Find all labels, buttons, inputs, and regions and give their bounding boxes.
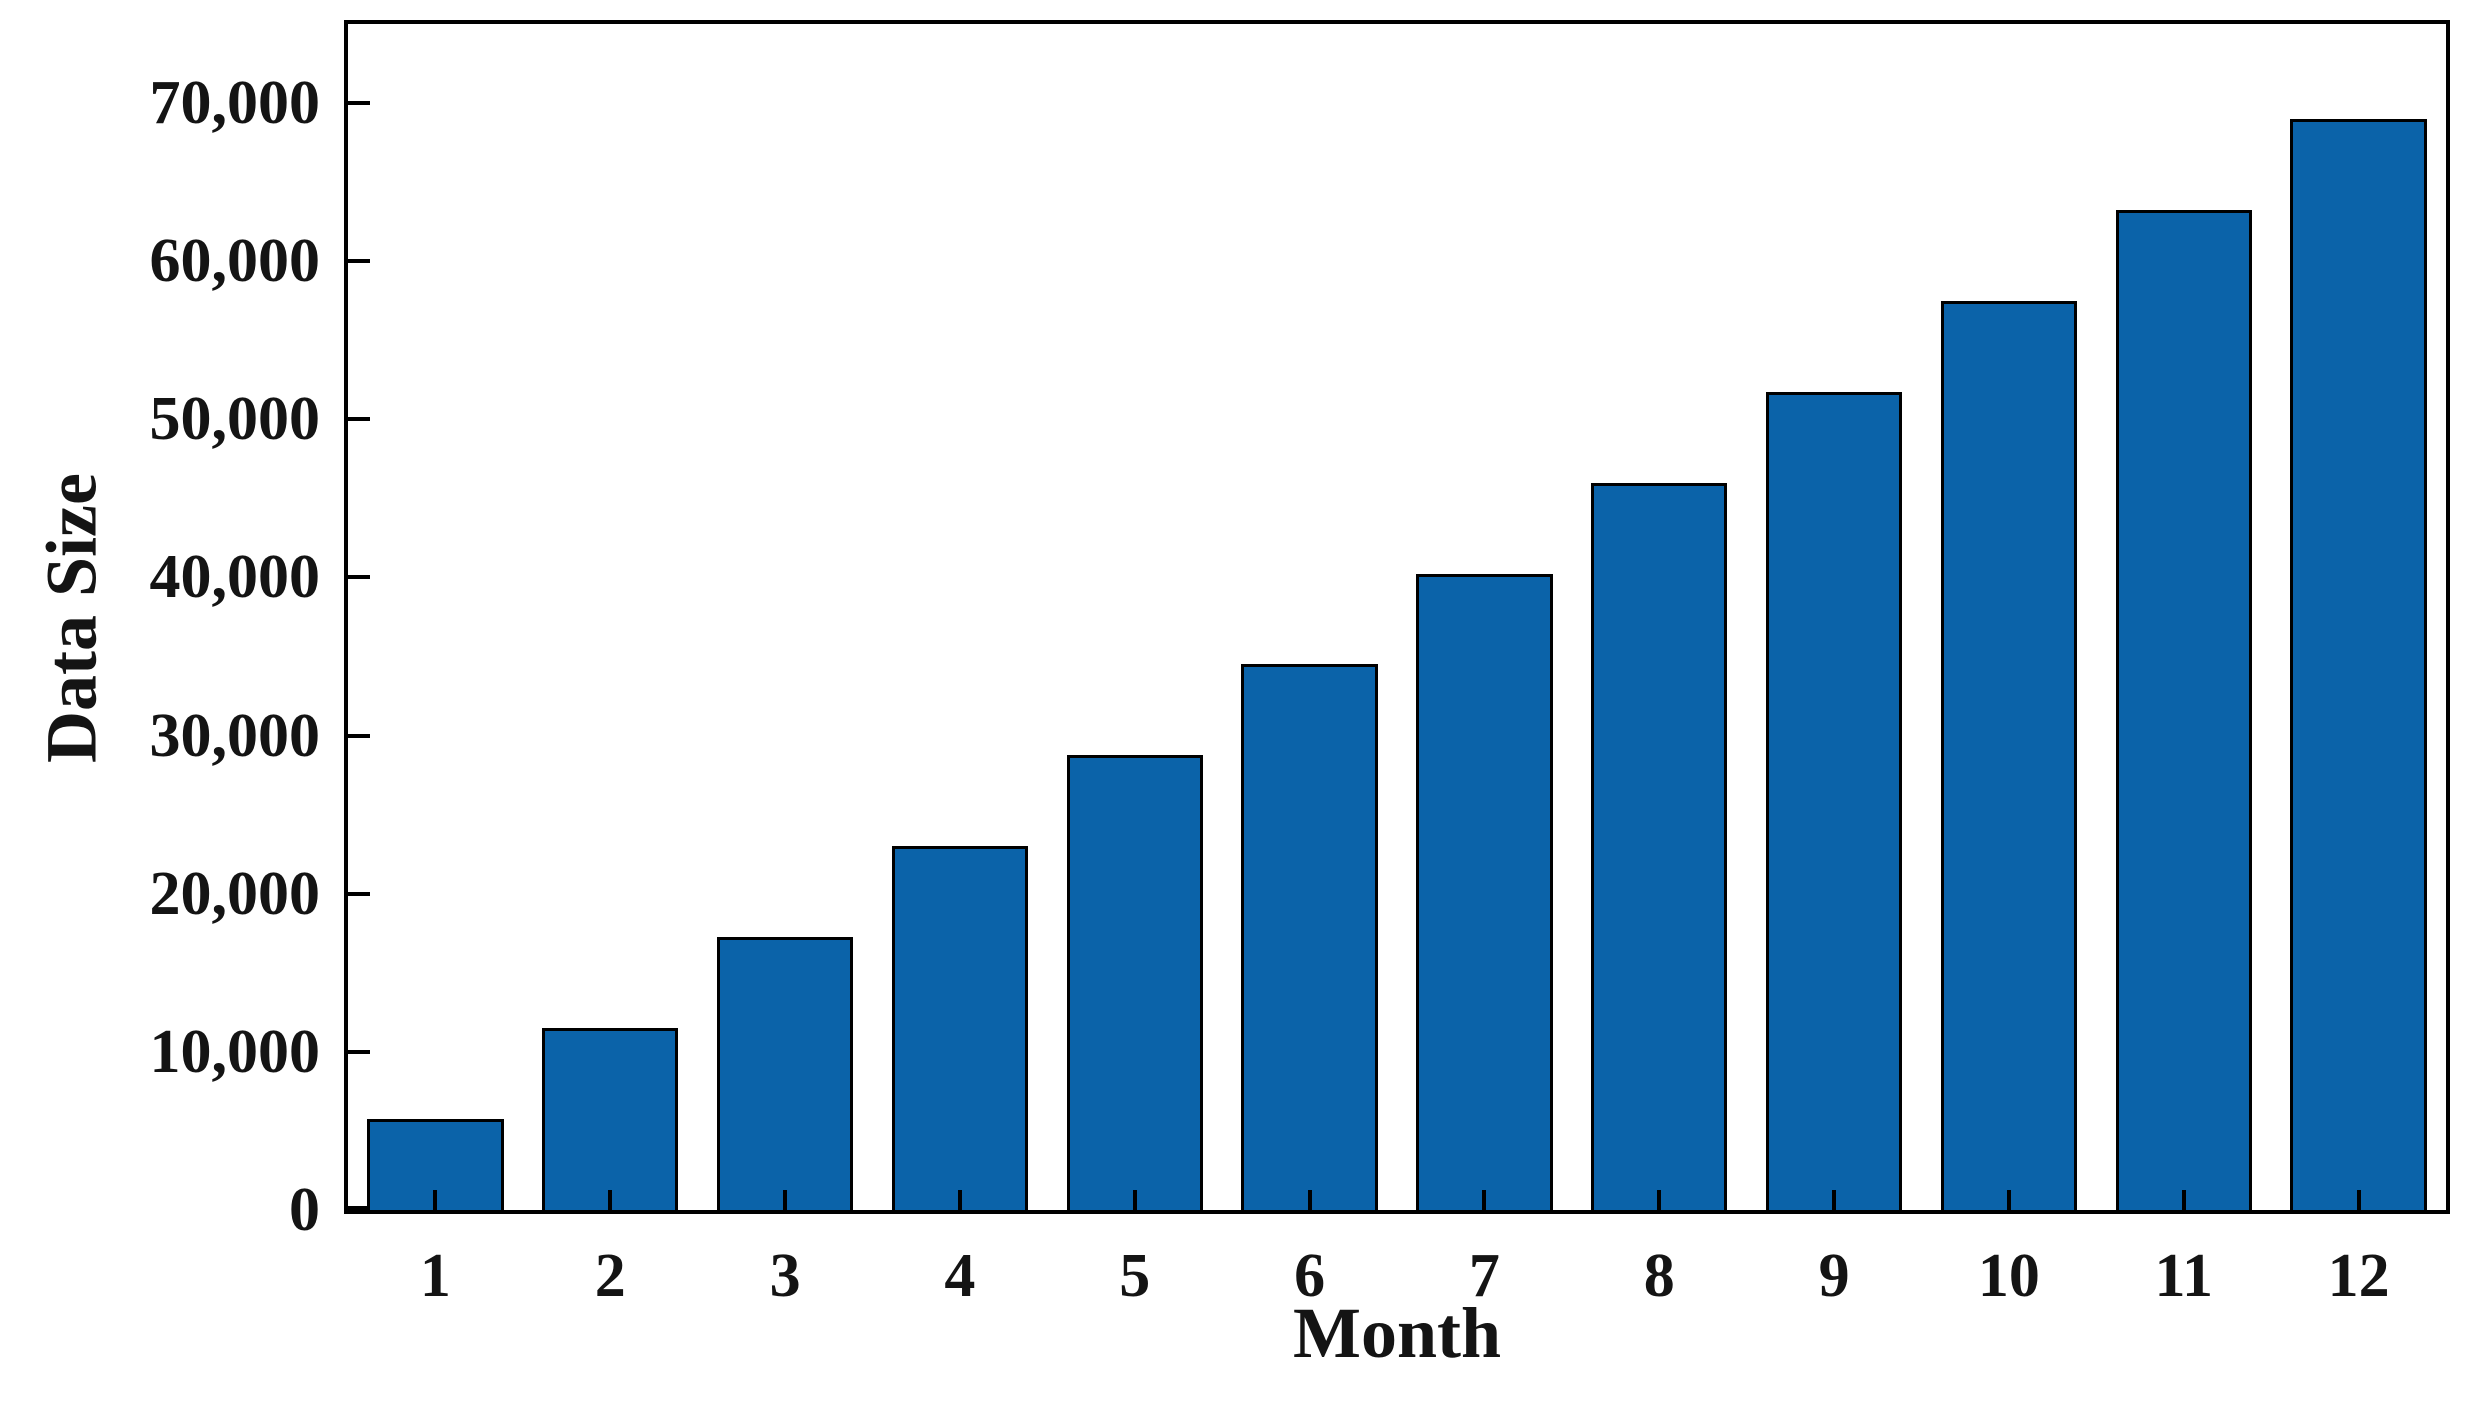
y-tick-mark: [348, 1206, 370, 1210]
y-tick-label: 20,000: [149, 859, 321, 928]
x-tick-mark: [2356, 1190, 2361, 1210]
x-tick-mark: [1132, 1190, 1137, 1210]
y-tick-mark: [348, 417, 370, 422]
x-tick-label: 5: [1119, 1242, 1151, 1310]
x-tick-mark: [608, 1190, 613, 1210]
x-tick-mark: [1832, 1190, 1837, 1210]
y-tick-mark: [348, 733, 370, 738]
y-tick-mark: [348, 259, 370, 264]
y-tick-mark: [348, 575, 370, 580]
x-tick-mark: [957, 1190, 962, 1210]
x-tick-label: 4: [944, 1242, 976, 1310]
x-tick-mark: [2006, 1190, 2011, 1210]
x-tick-label: 12: [2327, 1242, 2390, 1310]
x-tick-mark: [1482, 1190, 1487, 1210]
bar-month-12: [2290, 118, 2427, 1210]
y-tick-mark: [348, 891, 370, 896]
x-tick-mark: [1657, 1190, 1662, 1210]
bar-month-10: [1940, 300, 2078, 1210]
plot-area: [344, 20, 2450, 1214]
bar-month-8: [1591, 482, 1728, 1210]
y-tick-mark: [348, 101, 370, 106]
x-tick-label: 3: [769, 1242, 801, 1310]
x-tick-mark: [2181, 1190, 2186, 1210]
x-tick-label: 6: [1294, 1242, 1326, 1310]
bar-month-11: [2115, 209, 2252, 1210]
x-tick-mark: [783, 1190, 788, 1210]
bar-month-2: [542, 1028, 679, 1210]
x-tick-label: 8: [1643, 1242, 1675, 1310]
y-tick-label: 40,000: [149, 543, 321, 612]
bar-month-5: [1066, 755, 1203, 1210]
bar-month-7: [1416, 573, 1553, 1210]
bar-month-6: [1241, 664, 1378, 1210]
y-tick-label: 30,000: [149, 701, 321, 770]
y-tick-mark: [348, 1049, 370, 1054]
bar-month-3: [716, 937, 854, 1210]
x-tick-label: 1: [419, 1242, 451, 1310]
x-tick-label: 11: [2154, 1242, 2214, 1310]
y-tick-label: 50,000: [149, 385, 321, 454]
y-tick-label: 10,000: [149, 1017, 321, 1086]
x-axis-title: Month: [1292, 1293, 1502, 1373]
bar-month-9: [1765, 391, 1903, 1210]
bar-month-4: [891, 846, 1029, 1210]
x-tick-label: 2: [594, 1242, 626, 1310]
x-tick-label: 9: [1818, 1242, 1850, 1310]
x-tick-mark: [1307, 1190, 1312, 1210]
y-tick-label: 60,000: [149, 227, 321, 296]
x-tick-label: 7: [1468, 1242, 1500, 1310]
y-tick-label: 0: [289, 1176, 320, 1244]
y-tick-label: 70,000: [149, 69, 321, 138]
x-tick-mark: [433, 1190, 438, 1210]
x-tick-label: 10: [1977, 1242, 2040, 1310]
